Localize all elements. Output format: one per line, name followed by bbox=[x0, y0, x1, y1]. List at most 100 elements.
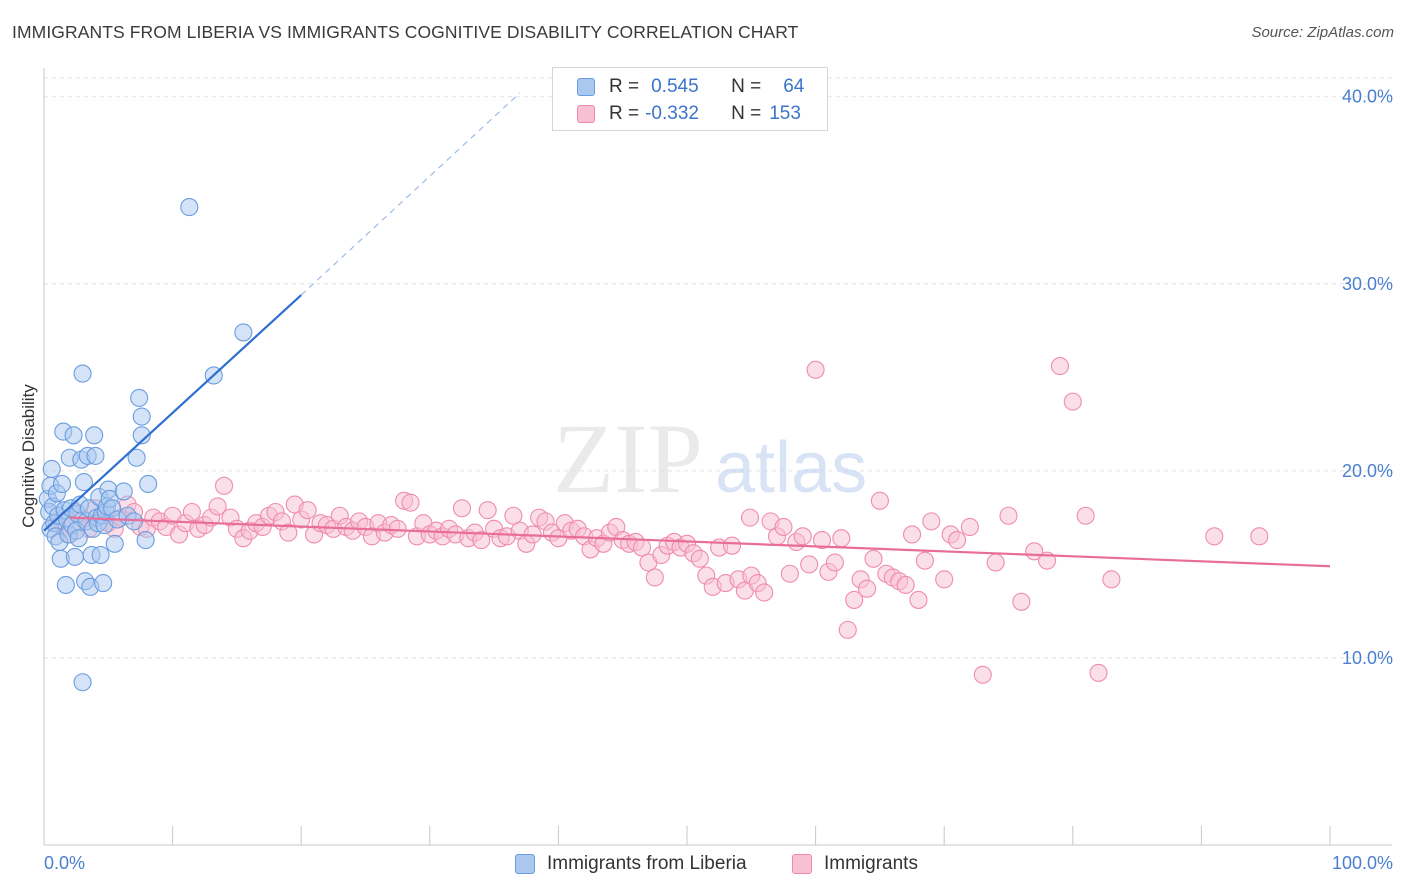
data-point bbox=[755, 583, 774, 602]
watermark-atlas: atlas bbox=[715, 428, 867, 508]
watermark-zip: ZIP bbox=[553, 403, 703, 514]
data-point bbox=[1012, 592, 1031, 611]
data-point bbox=[960, 517, 979, 537]
x-tick-label: 100.0% bbox=[1332, 853, 1393, 873]
r-value: -0.332 bbox=[645, 103, 699, 124]
data-point bbox=[127, 448, 146, 467]
legend-label-liberia: Immigrants from Liberia bbox=[547, 853, 747, 874]
trend-line-liberia bbox=[43, 294, 302, 532]
data-point bbox=[780, 564, 799, 583]
data-point bbox=[857, 579, 877, 598]
data-point bbox=[845, 590, 864, 609]
data-point bbox=[298, 501, 317, 520]
data-point bbox=[1076, 506, 1095, 525]
data-point bbox=[832, 529, 851, 548]
legend-item-liberia[interactable]: Immigrants from Liberia bbox=[515, 853, 747, 875]
legend-row-liberia: R = 0.545 N = 64 bbox=[577, 76, 804, 98]
data-point bbox=[401, 493, 420, 512]
data-point bbox=[73, 673, 92, 692]
data-point bbox=[1250, 527, 1269, 546]
data-point bbox=[132, 407, 151, 426]
data-point bbox=[793, 527, 812, 546]
y-axis-label: Cognitive Disability bbox=[19, 384, 38, 528]
y-tick-label: 20.0% bbox=[1342, 461, 1393, 481]
data-point bbox=[812, 531, 832, 550]
data-point bbox=[234, 323, 253, 342]
data-point bbox=[452, 499, 472, 518]
r-label: R = bbox=[609, 103, 640, 124]
data-point bbox=[800, 555, 819, 574]
trend-lines bbox=[43, 92, 1331, 568]
n-value: 64 bbox=[783, 76, 805, 97]
chart-title: IMMIGRANTS FROM LIBERIA VS IMMIGRANTS CO… bbox=[12, 22, 799, 42]
data-point bbox=[1050, 357, 1069, 376]
legend-item-immigrants[interactable]: Immigrants bbox=[792, 853, 918, 875]
data-point bbox=[472, 531, 491, 550]
data-point bbox=[973, 665, 992, 684]
n-label: N = bbox=[731, 103, 762, 124]
trend-line-liberia-extension bbox=[300, 92, 521, 296]
liberia-swatch bbox=[577, 78, 595, 96]
data-point bbox=[504, 506, 523, 525]
data-point bbox=[806, 360, 825, 379]
data-point bbox=[86, 446, 105, 465]
data-point bbox=[74, 473, 93, 492]
data-point bbox=[85, 426, 104, 445]
data-point bbox=[42, 459, 61, 479]
y-tick-label: 40.0% bbox=[1342, 87, 1393, 107]
y-tick-label: 30.0% bbox=[1342, 274, 1393, 294]
data-point bbox=[1205, 527, 1224, 546]
data-point bbox=[909, 590, 928, 609]
data-point bbox=[132, 426, 151, 445]
axes bbox=[43, 68, 1392, 846]
legend-stats: R = 0.545 N = 64 R = -0.332 N = 153 bbox=[552, 67, 828, 131]
data-point bbox=[922, 512, 941, 531]
data-point bbox=[645, 568, 664, 587]
data-point bbox=[986, 553, 1005, 572]
r-value: 0.545 bbox=[651, 76, 699, 97]
data-point bbox=[208, 497, 227, 516]
liberia-legend-swatch bbox=[515, 854, 535, 874]
n-label: N = bbox=[731, 76, 762, 97]
data-point bbox=[774, 517, 793, 537]
data-point bbox=[64, 426, 83, 445]
data-point bbox=[130, 388, 149, 407]
data-point bbox=[182, 502, 201, 522]
data-point bbox=[139, 474, 158, 493]
x-tick-label: 0.0% bbox=[44, 853, 85, 873]
data-point bbox=[740, 508, 760, 527]
data-point bbox=[1063, 392, 1082, 411]
data-point bbox=[114, 482, 133, 501]
data-point bbox=[722, 536, 742, 555]
data-point bbox=[52, 474, 72, 493]
data-point bbox=[105, 534, 124, 553]
data-point bbox=[478, 501, 497, 520]
data-point bbox=[870, 491, 889, 510]
n-value: 153 bbox=[769, 103, 801, 124]
data-point bbox=[915, 551, 934, 570]
series-legend: Immigrants from Liberia Immigrants bbox=[0, 851, 1406, 877]
data-point bbox=[825, 553, 844, 572]
data-point bbox=[864, 549, 883, 568]
trend-line-immigrants bbox=[69, 516, 1331, 568]
legend-row-immigrants: R = -0.332 N = 153 bbox=[577, 103, 801, 125]
data-point bbox=[1102, 570, 1121, 589]
data-point bbox=[690, 549, 709, 568]
r-label: R = bbox=[609, 76, 640, 97]
data-point bbox=[136, 531, 155, 550]
data-point bbox=[1089, 663, 1108, 682]
data-point bbox=[180, 198, 199, 217]
data-point bbox=[94, 574, 113, 593]
tick-labels: 10.0% 20.0% 30.0% 40.0% 0.0% 100.0% bbox=[44, 87, 1393, 873]
immigrants-legend-swatch bbox=[792, 854, 812, 874]
gridlines bbox=[44, 77, 1392, 659]
data-point bbox=[902, 525, 922, 544]
data-point bbox=[896, 575, 915, 595]
data-point bbox=[279, 523, 298, 542]
data-point bbox=[948, 531, 967, 550]
data-point bbox=[935, 570, 954, 589]
data-point bbox=[69, 529, 88, 548]
data-point bbox=[388, 519, 407, 538]
data-point bbox=[65, 547, 84, 566]
